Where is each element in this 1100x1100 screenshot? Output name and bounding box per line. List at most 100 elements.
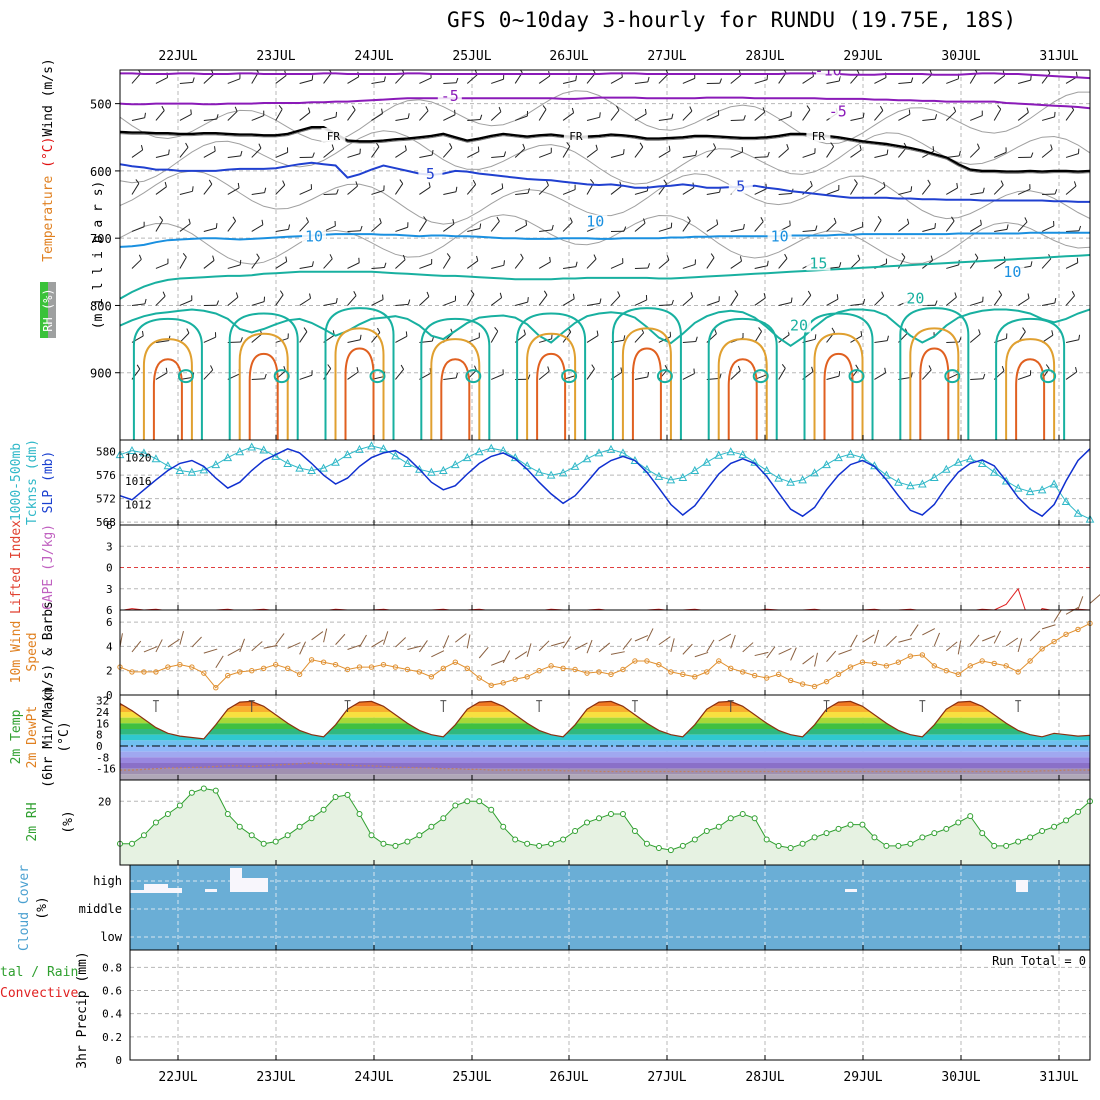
- slp-tick-label: 1016: [125, 475, 152, 488]
- wind-barb-staff: [1018, 79, 1031, 84]
- wind-barb: [442, 253, 451, 269]
- wind-barb: [993, 104, 1002, 121]
- wind-barb-flag: [954, 292, 957, 298]
- wind-barb-staff: [395, 369, 405, 380]
- rh-point: [883, 842, 890, 849]
- wind-barb: [1089, 267, 1090, 269]
- wind-barb-flag: [982, 187, 985, 193]
- wind-barb: [802, 105, 811, 121]
- thickness-point: [678, 472, 688, 482]
- wind-barb: [898, 77, 914, 84]
- wind-barb-flag: [186, 328, 190, 334]
- wind-barb-flag: [671, 113, 674, 119]
- wind-speed-point: [129, 669, 135, 675]
- wind-barb-staff: [515, 115, 528, 121]
- rh-point: [847, 821, 854, 828]
- wind-barb-flag: [455, 186, 458, 192]
- date-label-bottom: 28JUL: [745, 1070, 784, 1085]
- wind-barb-staff: [227, 296, 239, 306]
- wind-barb-staff: [898, 81, 912, 84]
- wind-speed-point: [572, 666, 578, 673]
- wind-barb-flag: [810, 180, 813, 186]
- wind-barb-flag: [423, 216, 427, 221]
- surface-wind-barb: [371, 639, 384, 648]
- wind-barb: [610, 258, 624, 269]
- thickness-point: [486, 443, 496, 452]
- wind-barb-staff: [1041, 258, 1052, 269]
- surface-wind-barb: [143, 646, 158, 653]
- wind-barb: [227, 106, 238, 121]
- thickness-tick-label: 580: [96, 446, 116, 459]
- wind-barb-staff: [754, 188, 767, 195]
- wind-barb-staff: [850, 117, 864, 121]
- rh-point: [1039, 828, 1046, 834]
- wind-speed-point: [344, 666, 351, 673]
- thickness-point: [163, 461, 173, 470]
- wind-barb: [443, 109, 456, 121]
- wind-barb-flag: [162, 291, 166, 297]
- wind-barb: [874, 181, 886, 195]
- pressure-tick-label: 900: [90, 367, 112, 381]
- thickness-point: [1073, 508, 1083, 517]
- thickness-point: [786, 477, 795, 486]
- surface-wind-barb: [574, 642, 588, 650]
- wind-barb-flag: [886, 335, 889, 341]
- rh-point: [631, 828, 638, 834]
- wind-barb-staff: [730, 260, 742, 269]
- thickness-point: [450, 460, 460, 469]
- wind-speed-point: [883, 663, 890, 669]
- wind-barb-flag: [428, 182, 431, 188]
- wind-barb-flag: [976, 143, 980, 149]
- cloud-gap: [1016, 880, 1028, 892]
- wind-barb-staff: [1042, 302, 1055, 306]
- wind-barb-staff: [514, 257, 524, 269]
- rh-point: [643, 840, 650, 847]
- wind-speed-point: [1003, 663, 1009, 669]
- wind-barb-flag: [958, 150, 961, 156]
- wind-barb: [443, 295, 456, 306]
- wind-speed-line: [119, 622, 1091, 689]
- wind-barb-flag: [958, 337, 962, 343]
- wind-barb-staff: [826, 146, 835, 158]
- wind-barb-flag: [381, 108, 383, 114]
- thickness-tick-label: 576: [96, 469, 116, 482]
- rh-point: [188, 789, 195, 796]
- wind-barb-flag: [1024, 217, 1028, 223]
- wind-barb-staff: [802, 75, 814, 84]
- wind-barb-staff: [730, 228, 744, 232]
- wind-barb-staff: [491, 373, 504, 380]
- wind-barb-flag: [159, 216, 164, 221]
- wind-barb-staff: [754, 111, 765, 121]
- wind-speed-point: [141, 669, 147, 675]
- wind-barb-staff: [970, 378, 984, 380]
- wind-barb-flag: [1027, 293, 1030, 299]
- wind-barb-flag: [1030, 152, 1034, 158]
- wind-barb-flag: [399, 179, 404, 184]
- surface-wind-barb: [862, 634, 875, 643]
- rh-point: [1075, 808, 1082, 815]
- wind-barb-staff: [155, 186, 167, 195]
- thickness-point: [1013, 483, 1023, 492]
- surface-wind-barb: [598, 642, 611, 653]
- wind-barb-staff: [419, 263, 432, 269]
- wind-barb: [275, 104, 283, 121]
- wind-barb: [946, 182, 959, 195]
- wind-barb: [730, 365, 741, 380]
- wind-barb: [299, 327, 308, 343]
- wind-barb: [538, 333, 553, 343]
- wind-barb: [467, 223, 482, 232]
- wind-barb: [898, 186, 913, 195]
- date-label-bottom: 27JUL: [647, 1070, 686, 1085]
- wind-speed-point: [1015, 669, 1021, 675]
- wind-barb-flag: [376, 327, 381, 333]
- wind-barb: [179, 328, 190, 343]
- wind-barb: [467, 146, 480, 158]
- wind-barb: [898, 218, 910, 232]
- surface-wind-barb: [754, 651, 769, 657]
- temp-band: [120, 706, 1090, 712]
- wind-barb-flag: [932, 146, 935, 152]
- wind-barb: [826, 371, 841, 380]
- wind-barb: [227, 182, 240, 195]
- surface-wind-barb: [957, 640, 962, 655]
- wind-barb: [994, 224, 1009, 232]
